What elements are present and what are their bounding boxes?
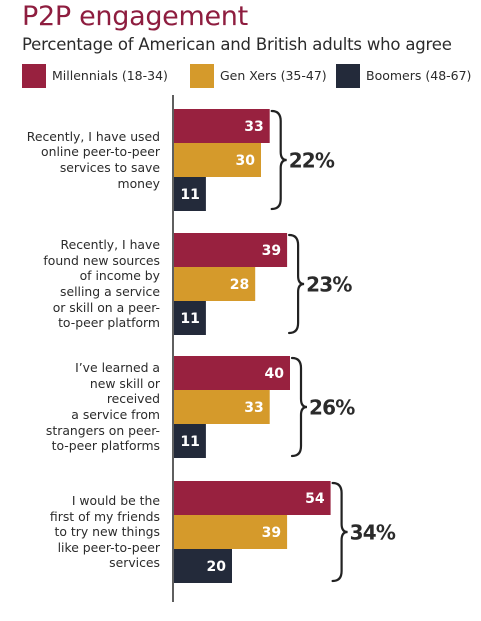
bar-gen-xers-3: [174, 390, 270, 424]
group-total-2: 23%: [306, 273, 352, 297]
bracket-2: [288, 233, 305, 335]
category-label-line: strangers on peer-: [45, 422, 160, 438]
bar-boomers-2: [174, 301, 206, 335]
bar-boomers-3: [174, 424, 206, 458]
bar-millennials-1: [174, 109, 270, 143]
data-label-boomers-3: 11: [180, 434, 199, 450]
category-label-line: to try new things: [54, 524, 160, 540]
bracket-3: [290, 356, 308, 458]
data-label-millennials-4: 54: [305, 491, 325, 507]
category-label-line: to-peer platform: [58, 315, 160, 331]
data-label-gen-xers-3: 33: [244, 400, 263, 416]
category-label-line: first of my friends: [49, 508, 160, 524]
category-label-line: services: [109, 555, 160, 571]
category-label-line: received: [106, 391, 160, 407]
data-label-millennials-2: 39: [262, 243, 281, 259]
legend-swatch-gen-xers: [190, 64, 214, 88]
legend: Millennials (18-34) Gen Xers (35-47) Boo…: [22, 64, 481, 88]
bar-millennials-3: [174, 356, 290, 390]
category-label-line: to-peer platforms: [51, 438, 160, 454]
chart-subtitle: Percentage of American and British adult…: [22, 35, 452, 54]
data-label-boomers-4: 20: [207, 559, 227, 575]
bracket-4: [331, 481, 348, 583]
group-total-4: 34%: [350, 521, 396, 545]
category-label-line: selling a service: [60, 283, 160, 299]
category-label-line: a service from: [71, 406, 160, 422]
legend-swatch-millennials: [22, 64, 46, 88]
bar-gen-xers-2: [174, 267, 256, 301]
category-label-line: of income by: [79, 268, 160, 284]
category-label-line: like peer-to-peer: [57, 539, 160, 555]
legend-label-millennials: Millennials (18-34): [52, 68, 168, 83]
category-label-3: I’ve learned a new skill or received a serv…: [8, 360, 160, 454]
category-label-line: online peer-to-peer: [41, 144, 160, 160]
bar-gen-xers-4: [174, 515, 288, 549]
bar-gen-xers-1: [174, 143, 261, 177]
data-label-millennials-3: 40: [265, 366, 285, 382]
category-label-line: money: [117, 175, 160, 191]
category-label-line: found new sources: [43, 252, 160, 268]
category-label-line: Recently, I have: [60, 237, 160, 253]
bar-millennials-2: [174, 233, 288, 267]
bar-boomers-1: [174, 177, 206, 211]
chart-title: P2P engagement: [22, 1, 248, 32]
bracket-1: [270, 109, 287, 211]
legend-label-gen-xers: Gen Xers (35-47): [220, 68, 327, 83]
data-label-millennials-1: 33: [244, 119, 263, 135]
category-label-line: I’ve learned a: [75, 360, 160, 376]
category-label-line: or skill on a peer-: [52, 299, 160, 315]
category-label-line: I would be the: [71, 493, 160, 508]
legend-swatch-boomers: [336, 64, 360, 88]
category-label-2: Recently, I have found new sources of inco…: [8, 237, 160, 331]
data-label-gen-xers-4: 39: [262, 525, 281, 541]
data-label-gen-xers-2: 28: [230, 277, 249, 293]
data-label-boomers-2: 11: [180, 311, 199, 327]
data-label-gen-xers-1: 30: [236, 153, 256, 169]
bar-millennials-4: [174, 481, 331, 515]
category-label-4: I would be the first of my friends to try …: [8, 493, 160, 571]
group-total-3: 26%: [309, 396, 355, 420]
category-label-line: services to save: [59, 159, 160, 175]
category-label-line: new skill or: [89, 375, 160, 391]
category-label-1: Recently, I have used online peer-to-peer…: [8, 129, 160, 191]
legend-label-boomers: Boomers (48-67): [366, 68, 472, 83]
category-label-line: Recently, I have used: [26, 128, 160, 144]
group-total-1: 22%: [289, 149, 335, 173]
bar-boomers-4: [174, 549, 232, 583]
data-label-boomers-1: 11: [180, 187, 199, 203]
